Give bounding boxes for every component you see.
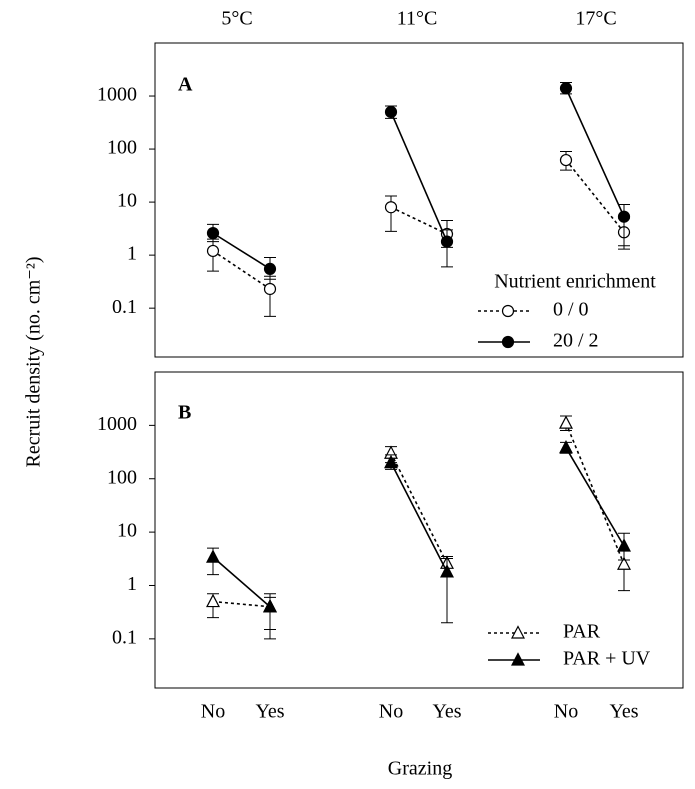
marker <box>206 549 220 563</box>
marker <box>384 105 398 119</box>
x-axis-label: Grazing <box>388 758 452 780</box>
marker <box>206 593 220 608</box>
series-line <box>212 600 271 608</box>
marker <box>263 262 277 276</box>
column-title: 5°C <box>221 8 252 30</box>
y-tick-label: 100 <box>107 137 137 159</box>
y-tick-label: 0.1 <box>112 626 137 648</box>
x-tick-label: Yes <box>609 701 638 723</box>
legend-marker <box>511 625 525 639</box>
legend-label: PAR + UV <box>563 648 651 670</box>
y-tick-label: 1 <box>127 243 137 265</box>
series-line <box>390 206 448 235</box>
x-tick-label: Yes <box>432 701 461 723</box>
y-tick-label: 100 <box>107 466 137 488</box>
series-line <box>565 87 625 218</box>
y-axis-label: Recruit density (no. cm⁻²) <box>23 257 45 468</box>
marker <box>440 564 454 578</box>
series-line <box>565 447 625 547</box>
y-tick-label: 10 <box>117 190 137 212</box>
x-tick-label: Yes <box>255 701 284 723</box>
legend-label: PAR <box>563 621 601 643</box>
marker <box>559 415 573 429</box>
legend-marker <box>501 304 515 318</box>
marker <box>206 227 220 240</box>
x-tick-label: No <box>554 701 578 723</box>
marker <box>559 153 573 167</box>
marker <box>263 282 277 296</box>
series-line <box>390 462 448 573</box>
y-tick-label: 1000 <box>97 84 137 106</box>
legend-label: 0 / 0 <box>553 299 589 321</box>
column-title: 11°C <box>397 8 438 30</box>
series-line <box>212 556 271 608</box>
marker <box>617 556 631 570</box>
legend-title: Nutrient enrichment <box>494 271 656 293</box>
series-line <box>212 232 271 270</box>
error-bar <box>264 275 276 317</box>
plot-frame <box>154 42 684 358</box>
marker <box>206 244 220 258</box>
marker <box>617 210 631 223</box>
x-tick-label: No <box>379 701 403 723</box>
marker <box>559 82 573 95</box>
legend-label: 20 / 2 <box>553 330 599 352</box>
series-line <box>565 422 625 565</box>
marker <box>617 538 631 552</box>
legend-marker <box>511 652 525 666</box>
marker <box>559 440 573 454</box>
series-line <box>212 250 271 290</box>
marker <box>384 201 398 214</box>
x-tick-label: No <box>201 701 225 723</box>
marker <box>384 454 398 469</box>
series-line <box>390 452 448 564</box>
legend-marker <box>501 335 515 349</box>
y-tick-label: 10 <box>117 520 137 542</box>
series-line <box>390 111 448 242</box>
panel-label: A <box>178 74 193 96</box>
marker <box>440 235 454 248</box>
y-tick-label: 1000 <box>97 413 137 435</box>
column-title: 17°C <box>575 8 616 30</box>
y-tick-label: 1 <box>127 573 137 595</box>
panel-label: B <box>178 402 191 424</box>
plot-frame <box>154 371 684 689</box>
y-tick-label: 0.1 <box>112 296 137 318</box>
marker <box>263 598 277 613</box>
